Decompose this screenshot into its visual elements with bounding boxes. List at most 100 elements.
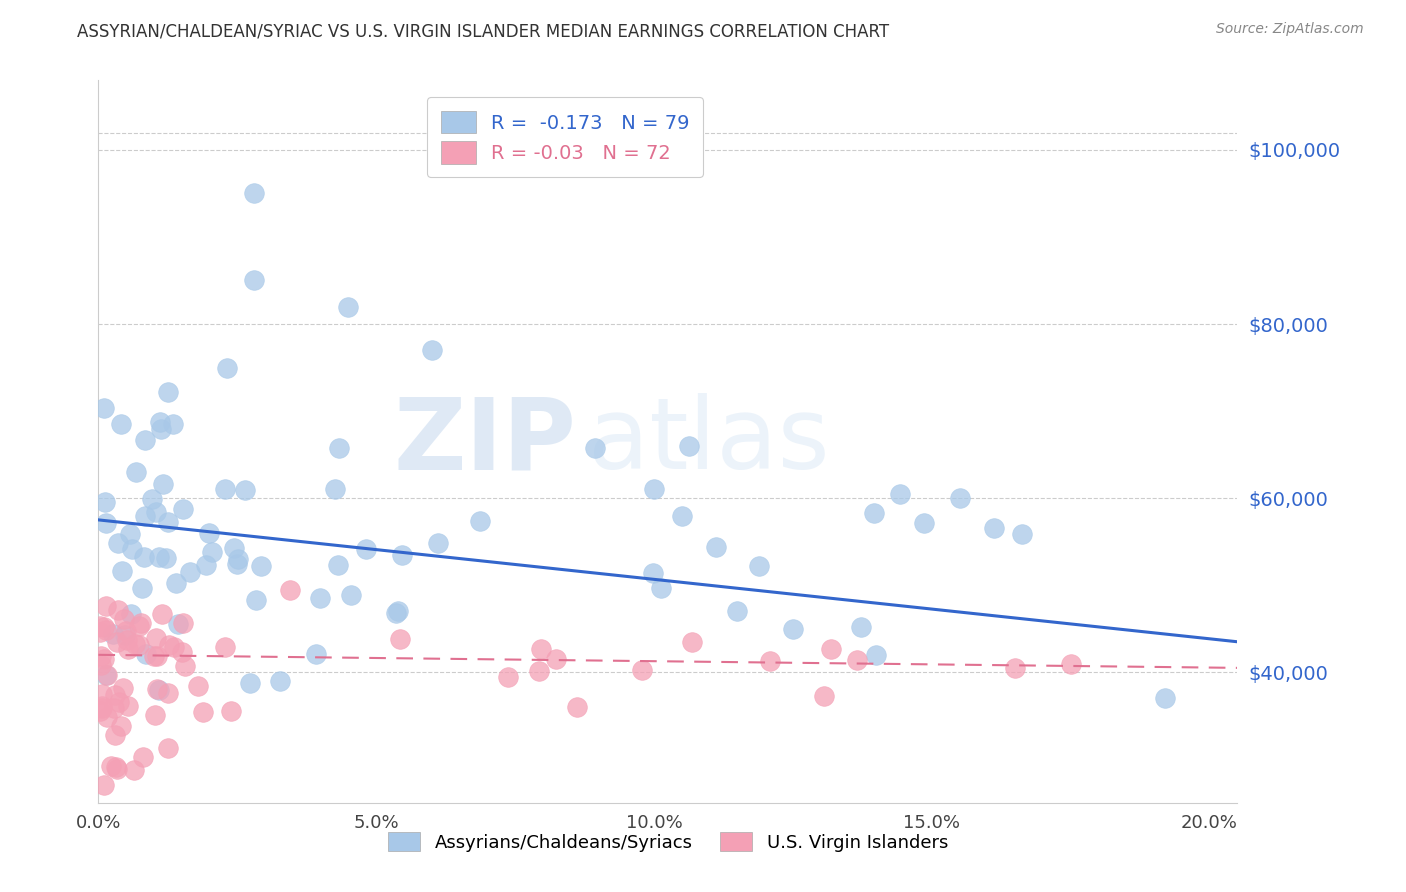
Assyrians/Chaldeans/Syriacs: [198, 526, 221, 541]
Assyrians/Chaldeans/Syriacs: [226, 551, 249, 566]
Assyrians/Chaldeans/Syriacs: [125, 465, 148, 479]
U.S. Virgin Islanders: [117, 632, 139, 647]
U.S. Virgin Islanders: [117, 641, 139, 656]
Assyrians/Chaldeans/Syriacs: [222, 541, 245, 555]
U.S. Virgin Islanders: [128, 639, 150, 653]
U.S. Virgin Islanders: [846, 653, 869, 667]
Assyrians/Chaldeans/Syriacs: [121, 542, 143, 557]
Assyrians/Chaldeans/Syriacs: [96, 668, 118, 682]
Assyrians/Chaldeans/Syriacs: [149, 415, 172, 429]
Assyrians/Chaldeans/Syriacs: [1011, 526, 1033, 541]
Assyrians/Chaldeans/Syriacs: [243, 186, 266, 201]
Assyrians/Chaldeans/Syriacs: [983, 521, 1005, 535]
U.S. Virgin Islanders: [681, 634, 703, 648]
Text: ASSYRIAN/CHALDEAN/SYRIAC VS U.S. VIRGIN ISLANDER MEDIAN EARNINGS CORRELATION CHA: ASSYRIAN/CHALDEAN/SYRIAC VS U.S. VIRGIN …: [77, 22, 890, 40]
U.S. Virgin Islanders: [90, 700, 112, 714]
Assyrians/Chaldeans/Syriacs: [145, 505, 167, 519]
Assyrians/Chaldeans/Syriacs: [94, 495, 117, 509]
U.S. Virgin Islanders: [163, 640, 186, 654]
Assyrians/Chaldeans/Syriacs: [134, 508, 156, 523]
U.S. Virgin Islanders: [1059, 657, 1081, 671]
Assyrians/Chaldeans/Syriacs: [468, 514, 491, 528]
Assyrians/Chaldeans/Syriacs: [215, 360, 238, 375]
Assyrians/Chaldeans/Syriacs: [339, 588, 361, 602]
Assyrians/Chaldeans/Syriacs: [309, 591, 332, 605]
Assyrians/Chaldeans/Syriacs: [889, 487, 911, 501]
Assyrians/Chaldeans/Syriacs: [134, 433, 156, 447]
U.S. Virgin Islanders: [145, 631, 167, 645]
U.S. Virgin Islanders: [813, 689, 835, 703]
Assyrians/Chaldeans/Syriacs: [93, 401, 115, 416]
Assyrians/Chaldeans/Syriacs: [201, 545, 224, 559]
U.S. Virgin Islanders: [150, 607, 173, 621]
Assyrians/Chaldeans/Syriacs: [156, 384, 179, 399]
Assyrians/Chaldeans/Syriacs: [162, 417, 184, 432]
U.S. Virgin Islanders: [115, 624, 138, 638]
U.S. Virgin Islanders: [93, 778, 115, 792]
Assyrians/Chaldeans/Syriacs: [165, 575, 187, 590]
U.S. Virgin Islanders: [156, 686, 179, 700]
Assyrians/Chaldeans/Syriacs: [167, 616, 190, 631]
U.S. Virgin Islanders: [124, 637, 146, 651]
U.S. Virgin Islanders: [104, 688, 127, 702]
Assyrians/Chaldeans/Syriacs: [239, 676, 262, 690]
U.S. Virgin Islanders: [145, 649, 167, 664]
Assyrians/Chaldeans/Syriacs: [148, 682, 170, 697]
U.S. Virgin Islanders: [193, 705, 215, 719]
U.S. Virgin Islanders: [107, 603, 129, 617]
U.S. Virgin Islanders: [104, 728, 127, 742]
U.S. Virgin Islanders: [172, 645, 194, 659]
Assyrians/Chaldeans/Syriacs: [226, 557, 249, 571]
Assyrians/Chaldeans/Syriacs: [114, 628, 136, 642]
Assyrians/Chaldeans/Syriacs: [354, 542, 377, 557]
Assyrians/Chaldeans/Syriacs: [948, 491, 970, 505]
Assyrians/Chaldeans/Syriacs: [748, 559, 770, 574]
Assyrians/Chaldeans/Syriacs: [141, 491, 163, 506]
Assyrians/Chaldeans/Syriacs: [427, 535, 450, 549]
U.S. Virgin Islanders: [174, 659, 197, 673]
U.S. Virgin Islanders: [172, 615, 194, 630]
Assyrians/Chaldeans/Syriacs: [704, 540, 727, 554]
U.S. Virgin Islanders: [146, 681, 169, 696]
Assyrians/Chaldeans/Syriacs: [585, 441, 607, 455]
Assyrians/Chaldeans/Syriacs: [111, 564, 134, 578]
Assyrians/Chaldeans/Syriacs: [132, 549, 155, 564]
U.S. Virgin Islanders: [214, 640, 236, 655]
Text: Source: ZipAtlas.com: Source: ZipAtlas.com: [1216, 22, 1364, 37]
Assyrians/Chaldeans/Syriacs: [120, 607, 142, 621]
U.S. Virgin Islanders: [94, 599, 117, 613]
U.S. Virgin Islanders: [389, 632, 412, 646]
U.S. Virgin Islanders: [105, 762, 128, 776]
Text: atlas: atlas: [588, 393, 830, 490]
Assyrians/Chaldeans/Syriacs: [323, 482, 346, 496]
Assyrians/Chaldeans/Syriacs: [243, 273, 266, 287]
U.S. Virgin Islanders: [96, 623, 118, 637]
Assyrians/Chaldeans/Syriacs: [269, 673, 291, 688]
U.S. Virgin Islanders: [122, 763, 145, 777]
Assyrians/Chaldeans/Syriacs: [94, 516, 117, 530]
Assyrians/Chaldeans/Syriacs: [387, 604, 409, 618]
U.S. Virgin Islanders: [90, 657, 112, 672]
Assyrians/Chaldeans/Syriacs: [385, 606, 408, 620]
Assyrians/Chaldeans/Syriacs: [179, 565, 201, 579]
U.S. Virgin Islanders: [142, 648, 165, 663]
Assyrians/Chaldeans/Syriacs: [172, 502, 194, 516]
Assyrians/Chaldeans/Syriacs: [671, 508, 693, 523]
U.S. Virgin Islanders: [530, 642, 553, 657]
U.S. Virgin Islanders: [527, 664, 550, 678]
U.S. Virgin Islanders: [107, 694, 129, 708]
U.S. Virgin Islanders: [89, 625, 111, 640]
Assyrians/Chaldeans/Syriacs: [643, 483, 665, 497]
U.S. Virgin Islanders: [187, 679, 209, 693]
U.S. Virgin Islanders: [96, 667, 118, 681]
U.S. Virgin Islanders: [157, 741, 180, 756]
U.S. Virgin Islanders: [96, 710, 118, 724]
U.S. Virgin Islanders: [631, 663, 654, 677]
U.S. Virgin Islanders: [278, 583, 301, 598]
U.S. Virgin Islanders: [110, 719, 132, 733]
U.S. Virgin Islanders: [759, 655, 782, 669]
Assyrians/Chaldeans/Syriacs: [650, 581, 672, 595]
Assyrians/Chaldeans/Syriacs: [420, 343, 443, 358]
U.S. Virgin Islanders: [104, 760, 127, 774]
Assyrians/Chaldeans/Syriacs: [152, 477, 174, 491]
